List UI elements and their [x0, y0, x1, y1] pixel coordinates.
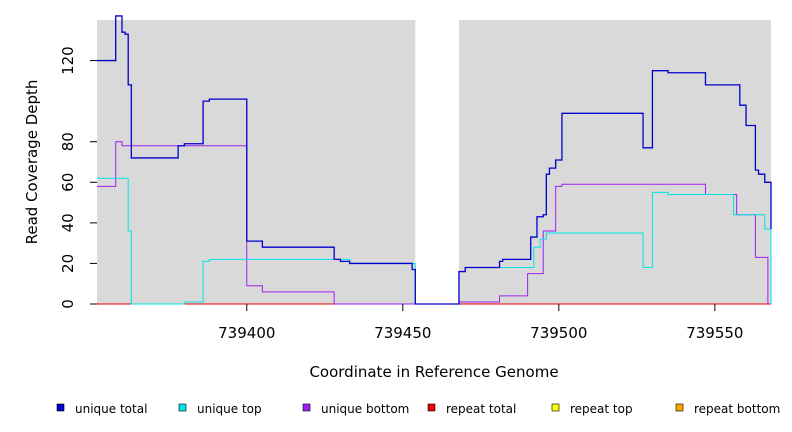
- legend-swatch-repeat-top: [551, 403, 560, 412]
- legend-label-unique-bottom: unique bottom: [321, 402, 409, 416]
- legend-swatch-unique-bottom: [302, 403, 311, 412]
- legend: unique total unique top unique bottom repea…: [56, 402, 780, 416]
- series-line-unique-total: [97, 15, 772, 305]
- x-tick-label: 739450: [374, 324, 431, 342]
- x-tick-label: 739400: [218, 324, 275, 342]
- legend-swatch-unique-total: [56, 403, 65, 412]
- y-axis: 0 20 40 60 80 120: [59, 46, 97, 309]
- legend-swatch-repeat-total: [427, 403, 436, 412]
- x-axis: 739400 739450 739500 739550: [218, 304, 743, 342]
- x-tick-label: 739550: [686, 324, 743, 342]
- legend-label-repeat-bottom: repeat bottom: [694, 402, 780, 416]
- legend-label-unique-total: unique total: [75, 402, 147, 416]
- coverage-gap: [415, 20, 459, 304]
- legend-label-unique-top: unique top: [197, 402, 262, 416]
- y-tick-label: 60: [59, 173, 77, 192]
- legend-swatch-repeat-bottom: [675, 403, 684, 412]
- series-layer: [97, 15, 772, 305]
- x-axis-title: Coordinate in Reference Genome: [309, 363, 558, 381]
- y-axis-title: Read Coverage Depth: [23, 80, 41, 245]
- legend-label-repeat-top: repeat top: [570, 402, 633, 416]
- y-tick-label: 20: [59, 254, 77, 273]
- y-tick-label: 80: [59, 132, 77, 151]
- y-tick-label: 0: [59, 299, 77, 309]
- y-tick-label: 40: [59, 213, 77, 232]
- legend-label-repeat-total: repeat total: [446, 402, 516, 416]
- x-tick-label: 739500: [530, 324, 587, 342]
- y-tick-label: 120: [59, 46, 77, 75]
- legend-swatch-unique-top: [178, 403, 187, 412]
